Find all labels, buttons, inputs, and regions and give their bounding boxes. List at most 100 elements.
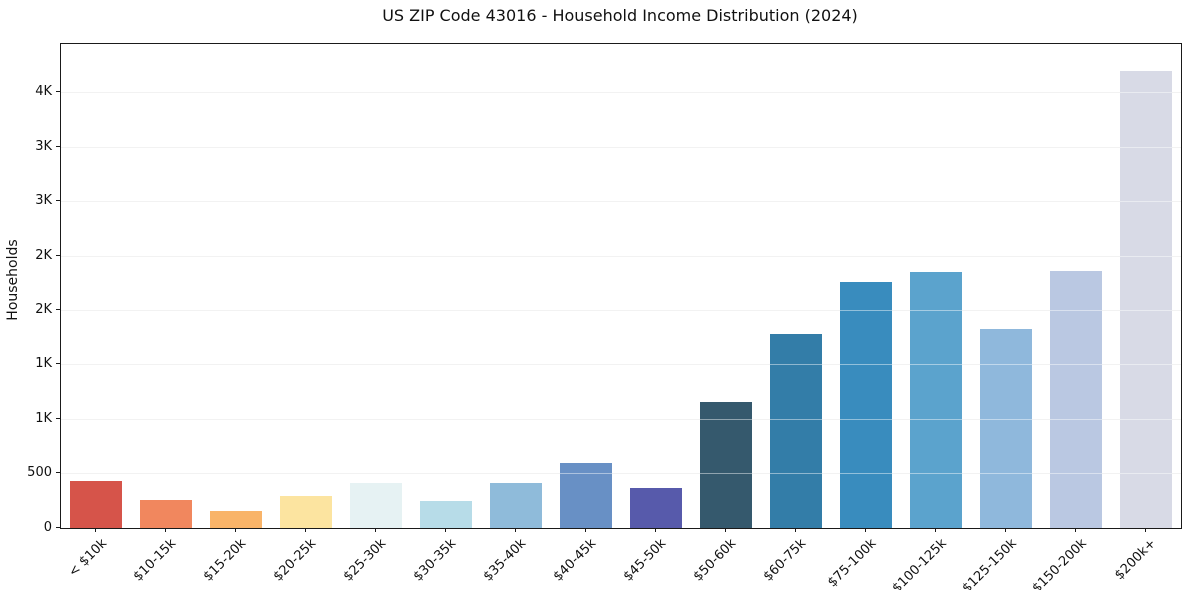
bar-slot: [131, 44, 201, 528]
bar-slot: [761, 44, 831, 528]
x-tick-label: $35-40k: [481, 536, 530, 585]
y-tick-label: 3K: [35, 193, 52, 209]
y-tick-mark: [56, 200, 60, 202]
bar: [350, 483, 402, 528]
y-axis-label: Households: [5, 239, 21, 321]
x-tick-mark: [1004, 528, 1006, 532]
bar: [560, 462, 612, 528]
x-tick-label: $50-60k: [691, 536, 740, 585]
gridline-overlay: [61, 418, 1181, 420]
x-tick-label: < $10k: [65, 536, 110, 581]
gridline-overlay: [61, 146, 1181, 148]
x-tick-mark: [1074, 528, 1076, 532]
y-tick-mark: [56, 526, 60, 528]
gridline-overlay: [61, 473, 1181, 475]
bar: [70, 481, 122, 528]
x-tick-label: $40-45k: [551, 536, 600, 585]
bar: [140, 499, 192, 528]
bar: [980, 328, 1032, 528]
bar-slot: [61, 44, 131, 528]
x-tick-mark: [514, 528, 516, 532]
x-tick-mark: [164, 528, 166, 532]
bar-slot: [341, 44, 411, 528]
bar: [840, 282, 892, 528]
x-tick-label: $100-125k: [889, 536, 950, 590]
x-tick-mark: [864, 528, 866, 532]
x-tick-mark: [654, 528, 656, 532]
bar: [770, 334, 822, 528]
x-tick-label: $25-30k: [341, 536, 390, 585]
chart-title: US ZIP Code 43016 - Household Income Dis…: [382, 6, 858, 25]
y-tick-mark: [56, 308, 60, 310]
gridline: [61, 255, 1181, 257]
x-tick-mark: [934, 528, 936, 532]
bar: [1050, 271, 1102, 528]
y-tick-label: 3K: [35, 138, 52, 154]
bar: [1120, 71, 1172, 528]
x-tick-mark: [234, 528, 236, 532]
y-tick-mark: [56, 472, 60, 474]
x-tick-mark: [374, 528, 376, 532]
bar-slot: [271, 44, 341, 528]
y-tick-label: 0: [43, 519, 52, 535]
bar-slot: [621, 44, 691, 528]
plot-area: [60, 43, 1182, 529]
gridline-overlay: [61, 309, 1181, 311]
y-tick-mark: [56, 91, 60, 93]
bar: [910, 272, 962, 528]
y-tick-label: 2K: [35, 247, 52, 263]
gridline-overlay: [61, 255, 1181, 257]
bar-slot: [201, 44, 271, 528]
x-tick-label: $30-35k: [411, 536, 460, 585]
gridline: [61, 418, 1181, 420]
x-tick-label: $45-50k: [621, 536, 670, 585]
x-tick-label: $75-100k: [825, 536, 880, 590]
y-tick-label: 1K: [35, 356, 52, 372]
gridline-overlay: [61, 364, 1181, 366]
y-tick-mark: [56, 363, 60, 365]
x-tick-label: $150-200k: [1029, 536, 1090, 590]
bar-slot: [411, 44, 481, 528]
x-tick-mark: [724, 528, 726, 532]
bar-slot: [831, 44, 901, 528]
bar-slot: [551, 44, 621, 528]
y-tick-label: 4K: [35, 84, 52, 100]
gridline: [61, 364, 1181, 366]
gridline: [61, 473, 1181, 475]
bar: [210, 511, 262, 528]
x-tick-mark: [304, 528, 306, 532]
y-tick-label: 1K: [35, 410, 52, 426]
x-tick-mark: [444, 528, 446, 532]
y-tick-label: 500: [27, 465, 52, 481]
gridline-overlay: [61, 92, 1181, 94]
bar: [700, 401, 752, 528]
y-tick-mark: [56, 417, 60, 419]
gridline: [61, 309, 1181, 311]
gridline: [61, 201, 1181, 203]
x-tick-label: $20-25k: [271, 536, 320, 585]
x-tick-label: $60-75k: [761, 536, 810, 585]
x-tick-mark: [1144, 528, 1146, 532]
bar-slot: [481, 44, 551, 528]
x-tick-label: $200k+: [1112, 536, 1160, 584]
x-tick-label: $10-15k: [131, 536, 180, 585]
bar-slot: [1111, 44, 1181, 528]
x-tick-mark: [794, 528, 796, 532]
bar: [280, 496, 332, 528]
bar-slot: [1041, 44, 1111, 528]
gridline: [61, 146, 1181, 148]
bar-slot: [971, 44, 1041, 528]
x-tick-mark: [94, 528, 96, 532]
x-tick-label: $15-20k: [201, 536, 250, 585]
bar-slot: [691, 44, 761, 528]
y-tick-mark: [56, 254, 60, 256]
y-tick-mark: [56, 145, 60, 147]
x-tick-mark: [584, 528, 586, 532]
gridline: [61, 92, 1181, 94]
bar-slot: [901, 44, 971, 528]
bar: [420, 501, 472, 528]
gridline-overlay: [61, 201, 1181, 203]
bar: [630, 488, 682, 528]
x-tick-label: $125-150k: [959, 536, 1020, 590]
